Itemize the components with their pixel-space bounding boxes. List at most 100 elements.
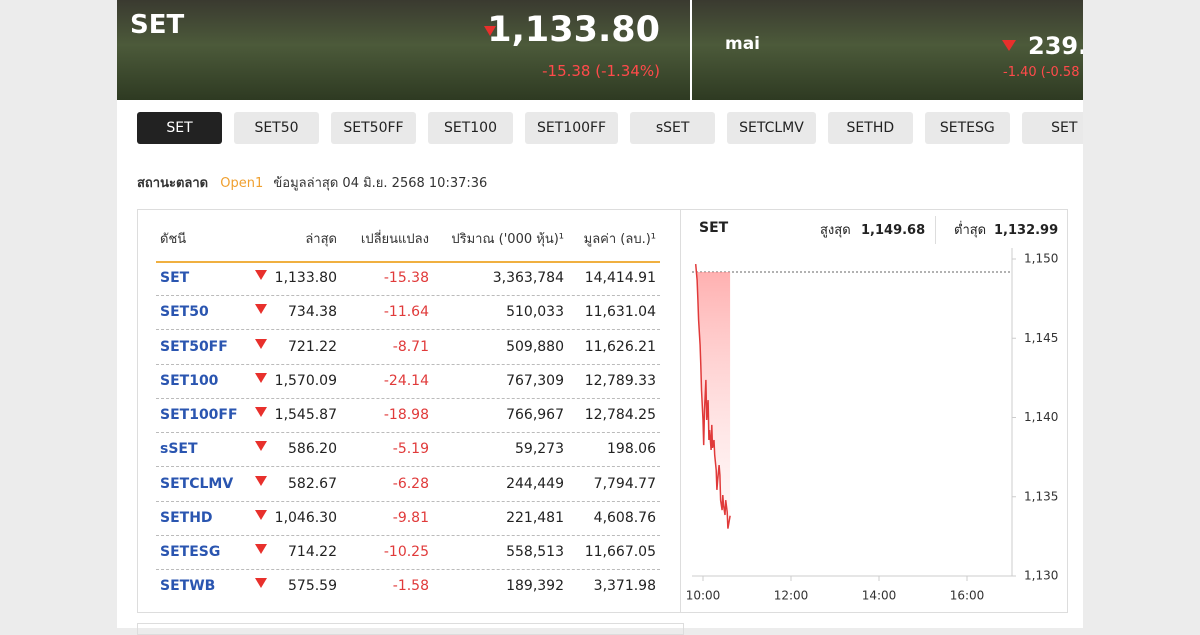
change-value: -10.25 xyxy=(383,544,429,560)
main-panel xyxy=(117,0,1083,628)
row-separator xyxy=(156,432,660,433)
tab-bar: SET SET50 SET50FF SET100 SET100FF sSET SETCLMV… xyxy=(137,112,1083,144)
turnover-value: 12,789.33 xyxy=(584,372,656,389)
row-separator xyxy=(156,534,660,536)
set-card[interactable]: SET 1,133.80 -15.38 (-1.34%) xyxy=(117,0,690,100)
status-line: สถานะตลาด Open1 ข้อมูลล่าสุด 04 มิ.ย. 25… xyxy=(137,172,487,193)
turnover-value: 198.06 xyxy=(607,441,656,458)
tab[interactable]: SET100FF xyxy=(525,112,619,144)
tab[interactable]: SET100 xyxy=(428,112,513,144)
last-value: 1,545.87 xyxy=(274,407,337,423)
summary-divider xyxy=(935,216,936,244)
status-label: สถานะตลาด xyxy=(137,176,209,191)
row-separator xyxy=(156,397,660,399)
tab[interactable]: sSET xyxy=(630,112,716,144)
volume-value: 767,309 xyxy=(506,372,564,389)
price-line xyxy=(694,264,731,529)
card-change: -15.38 (-1.34%) xyxy=(542,62,660,80)
x-tick-label: 10:00 xyxy=(686,589,721,603)
index-name[interactable]: SET50FF xyxy=(160,338,228,355)
down-arrow xyxy=(1002,40,1016,51)
high-label: สูงสุด xyxy=(820,223,851,238)
index-panel xyxy=(137,209,1068,613)
row-separator xyxy=(156,500,660,502)
column-header: มูลค่า (ลบ.)¹ xyxy=(583,232,656,247)
low-value: 1,132.99 xyxy=(994,223,1059,238)
tab[interactable]: SET50 xyxy=(234,112,319,144)
column-header: ปริมาณ ('000 หุ้น)¹ xyxy=(451,232,564,247)
index-name[interactable]: SETCLMV xyxy=(160,475,234,492)
turnover-value: 3,371.98 xyxy=(593,578,656,595)
volume-value: 244,449 xyxy=(506,475,564,492)
row-separator xyxy=(156,466,660,468)
status-updated: ข้อมูลล่าสุด 04 มิ.ย. 2568 10:37:36 xyxy=(273,176,488,191)
status-state: Open1 xyxy=(220,176,264,191)
x-tick-label: 12:00 xyxy=(774,589,809,603)
index-name[interactable]: sSET xyxy=(160,441,198,458)
last-value: 734.38 xyxy=(288,304,337,321)
x-tick-label: 16:00 xyxy=(950,589,985,603)
turnover-value: 4,608.76 xyxy=(593,509,656,526)
change-value: -5.19 xyxy=(392,441,429,458)
card-change: -1.40 (-0.58 xyxy=(1003,65,1080,80)
turnover-value: 11,626.21 xyxy=(584,338,656,355)
volume-value: 509,880 xyxy=(506,338,564,355)
down-arrow xyxy=(255,338,267,349)
y-tick-label: 1,150 xyxy=(1024,252,1058,266)
down-arrow xyxy=(255,304,267,315)
change-value: -9.81 xyxy=(392,509,429,526)
index-name[interactable]: SETWB xyxy=(160,578,216,595)
change-value: -1.58 xyxy=(392,578,429,595)
chart-title: SET xyxy=(699,220,729,236)
last-value: 586.20 xyxy=(288,441,337,458)
down-arrow xyxy=(255,407,267,417)
volume-value: 59,273 xyxy=(515,441,564,458)
volume-value: 3,363,784 xyxy=(492,270,564,286)
column-header: เปลี่ยนแปลง xyxy=(360,232,429,247)
turnover-value: 11,631.04 xyxy=(584,304,656,321)
index-name[interactable]: SET50 xyxy=(160,304,209,321)
index-name[interactable]: SET100FF xyxy=(160,407,238,423)
row-separator xyxy=(156,363,660,365)
down-arrow xyxy=(255,578,267,589)
index-name[interactable]: SETHD xyxy=(160,509,213,526)
down-arrow xyxy=(484,26,496,36)
divider xyxy=(680,210,681,612)
row-separator xyxy=(156,569,660,570)
down-arrow xyxy=(255,509,267,520)
change-value: -11.64 xyxy=(383,304,429,321)
down-arrow xyxy=(255,372,267,383)
turnover-value: 12,784.25 xyxy=(584,407,656,423)
tab[interactable]: SET50FF xyxy=(331,112,416,144)
index-name[interactable]: SET xyxy=(160,270,190,286)
tab[interactable]: SETESG xyxy=(924,112,1010,144)
tab[interactable]: SET xyxy=(137,112,222,144)
header-rule xyxy=(156,261,660,263)
volume-value: 766,967 xyxy=(506,407,564,423)
change-value: -6.28 xyxy=(392,475,429,492)
tab[interactable]: SETHD xyxy=(827,112,913,144)
last-value: 721.22 xyxy=(288,338,337,355)
card-name: mai xyxy=(725,34,761,54)
index-name[interactable]: SETESG xyxy=(160,544,221,560)
mai-card[interactable]: mai 239.0 -1.40 (-0.58 xyxy=(692,0,1083,100)
y-tick-label: 1,130 xyxy=(1024,569,1058,583)
column-header: ดัชนี xyxy=(160,232,187,247)
index-name[interactable]: SET100 xyxy=(160,372,219,389)
turnover-value: 14,414.91 xyxy=(584,270,656,286)
volume-value: 510,033 xyxy=(506,304,564,321)
turnover-value: 7,794.77 xyxy=(593,475,656,492)
high-value: 1,149.68 xyxy=(861,223,926,238)
volume-value: 558,513 xyxy=(506,544,564,560)
card-name: SET xyxy=(130,10,185,40)
y-tick-label: 1,145 xyxy=(1024,331,1058,345)
down-arrow xyxy=(255,475,267,486)
tab[interactable]: SETCLMV xyxy=(727,112,816,144)
tab[interactable]: SET xyxy=(1021,112,1083,144)
last-value: 1,570.09 xyxy=(274,372,337,389)
change-value: -24.14 xyxy=(383,372,429,389)
last-value: 575.59 xyxy=(288,578,337,595)
down-arrow xyxy=(255,270,267,280)
